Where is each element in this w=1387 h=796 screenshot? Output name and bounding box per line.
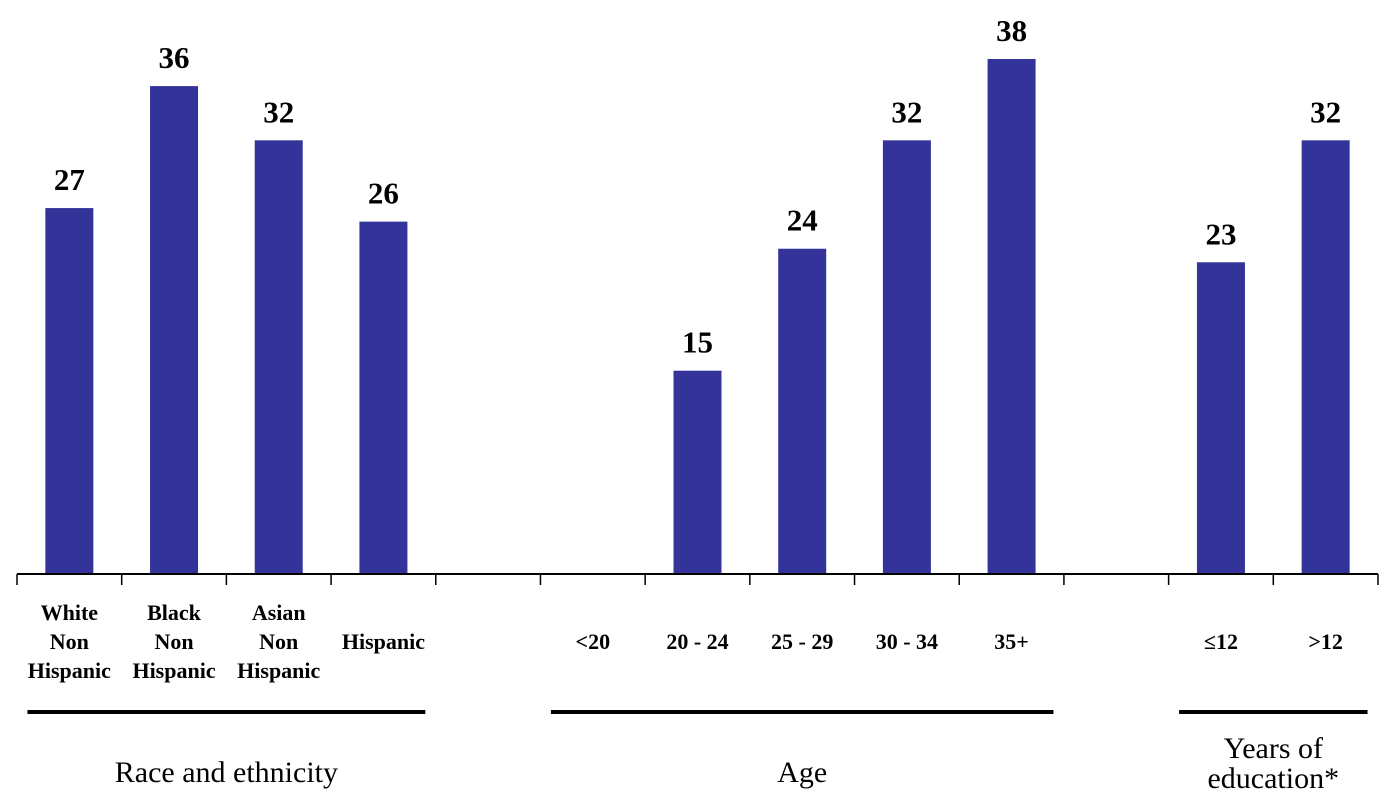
bars — [45, 59, 1350, 575]
bar — [1301, 140, 1350, 574]
data-label: 36 — [159, 40, 190, 75]
data-label: 27 — [54, 162, 85, 197]
bar — [673, 370, 722, 574]
x-tick-label: Asian Non Hispanic — [237, 600, 320, 683]
data-label: 24 — [787, 203, 818, 238]
group-label: Years of education* — [1207, 732, 1339, 795]
x-tick-label: >12 — [1308, 629, 1343, 654]
x-tick-label: 30 - 34 — [876, 629, 938, 654]
x-tick-label: ≤12 — [1204, 629, 1238, 654]
x-tick-label: White Non Hispanic — [28, 600, 111, 683]
x-tick-label: <20 — [576, 629, 611, 654]
category-labels: White Non Hispanic Black Non Hispanic Asian Non… — [28, 600, 1343, 683]
bar — [150, 86, 199, 575]
data-label: 32 — [263, 94, 294, 129]
x-tick-label: Hispanic — [342, 629, 425, 654]
data-label: 26 — [368, 176, 399, 211]
bar — [778, 248, 827, 574]
bar — [882, 140, 931, 574]
bar — [1196, 262, 1245, 574]
x-tick-label: Black Non Hispanic — [132, 600, 215, 683]
value-labels: 27 36 32 26 15 24 32 38 23 32 — [54, 13, 1341, 360]
data-label: 23 — [1205, 216, 1236, 251]
x-ticks — [16, 574, 1379, 585]
bar — [987, 59, 1036, 574]
bar — [359, 221, 408, 574]
data-label: 32 — [891, 94, 922, 129]
data-label: 15 — [682, 325, 713, 360]
data-label: 32 — [1310, 94, 1341, 129]
x-tick-label: 25 - 29 — [771, 629, 833, 654]
x-tick-label: 20 - 24 — [666, 629, 728, 654]
group-brackets: Race and ethnicity Age Years of education* — [27, 710, 1368, 795]
bar — [45, 208, 94, 574]
bar — [254, 140, 303, 574]
group-label: Age — [777, 756, 827, 789]
data-label: 38 — [996, 13, 1027, 48]
x-tick-label: 35+ — [994, 629, 1029, 654]
group-label: Race and ethnicity — [115, 756, 338, 789]
